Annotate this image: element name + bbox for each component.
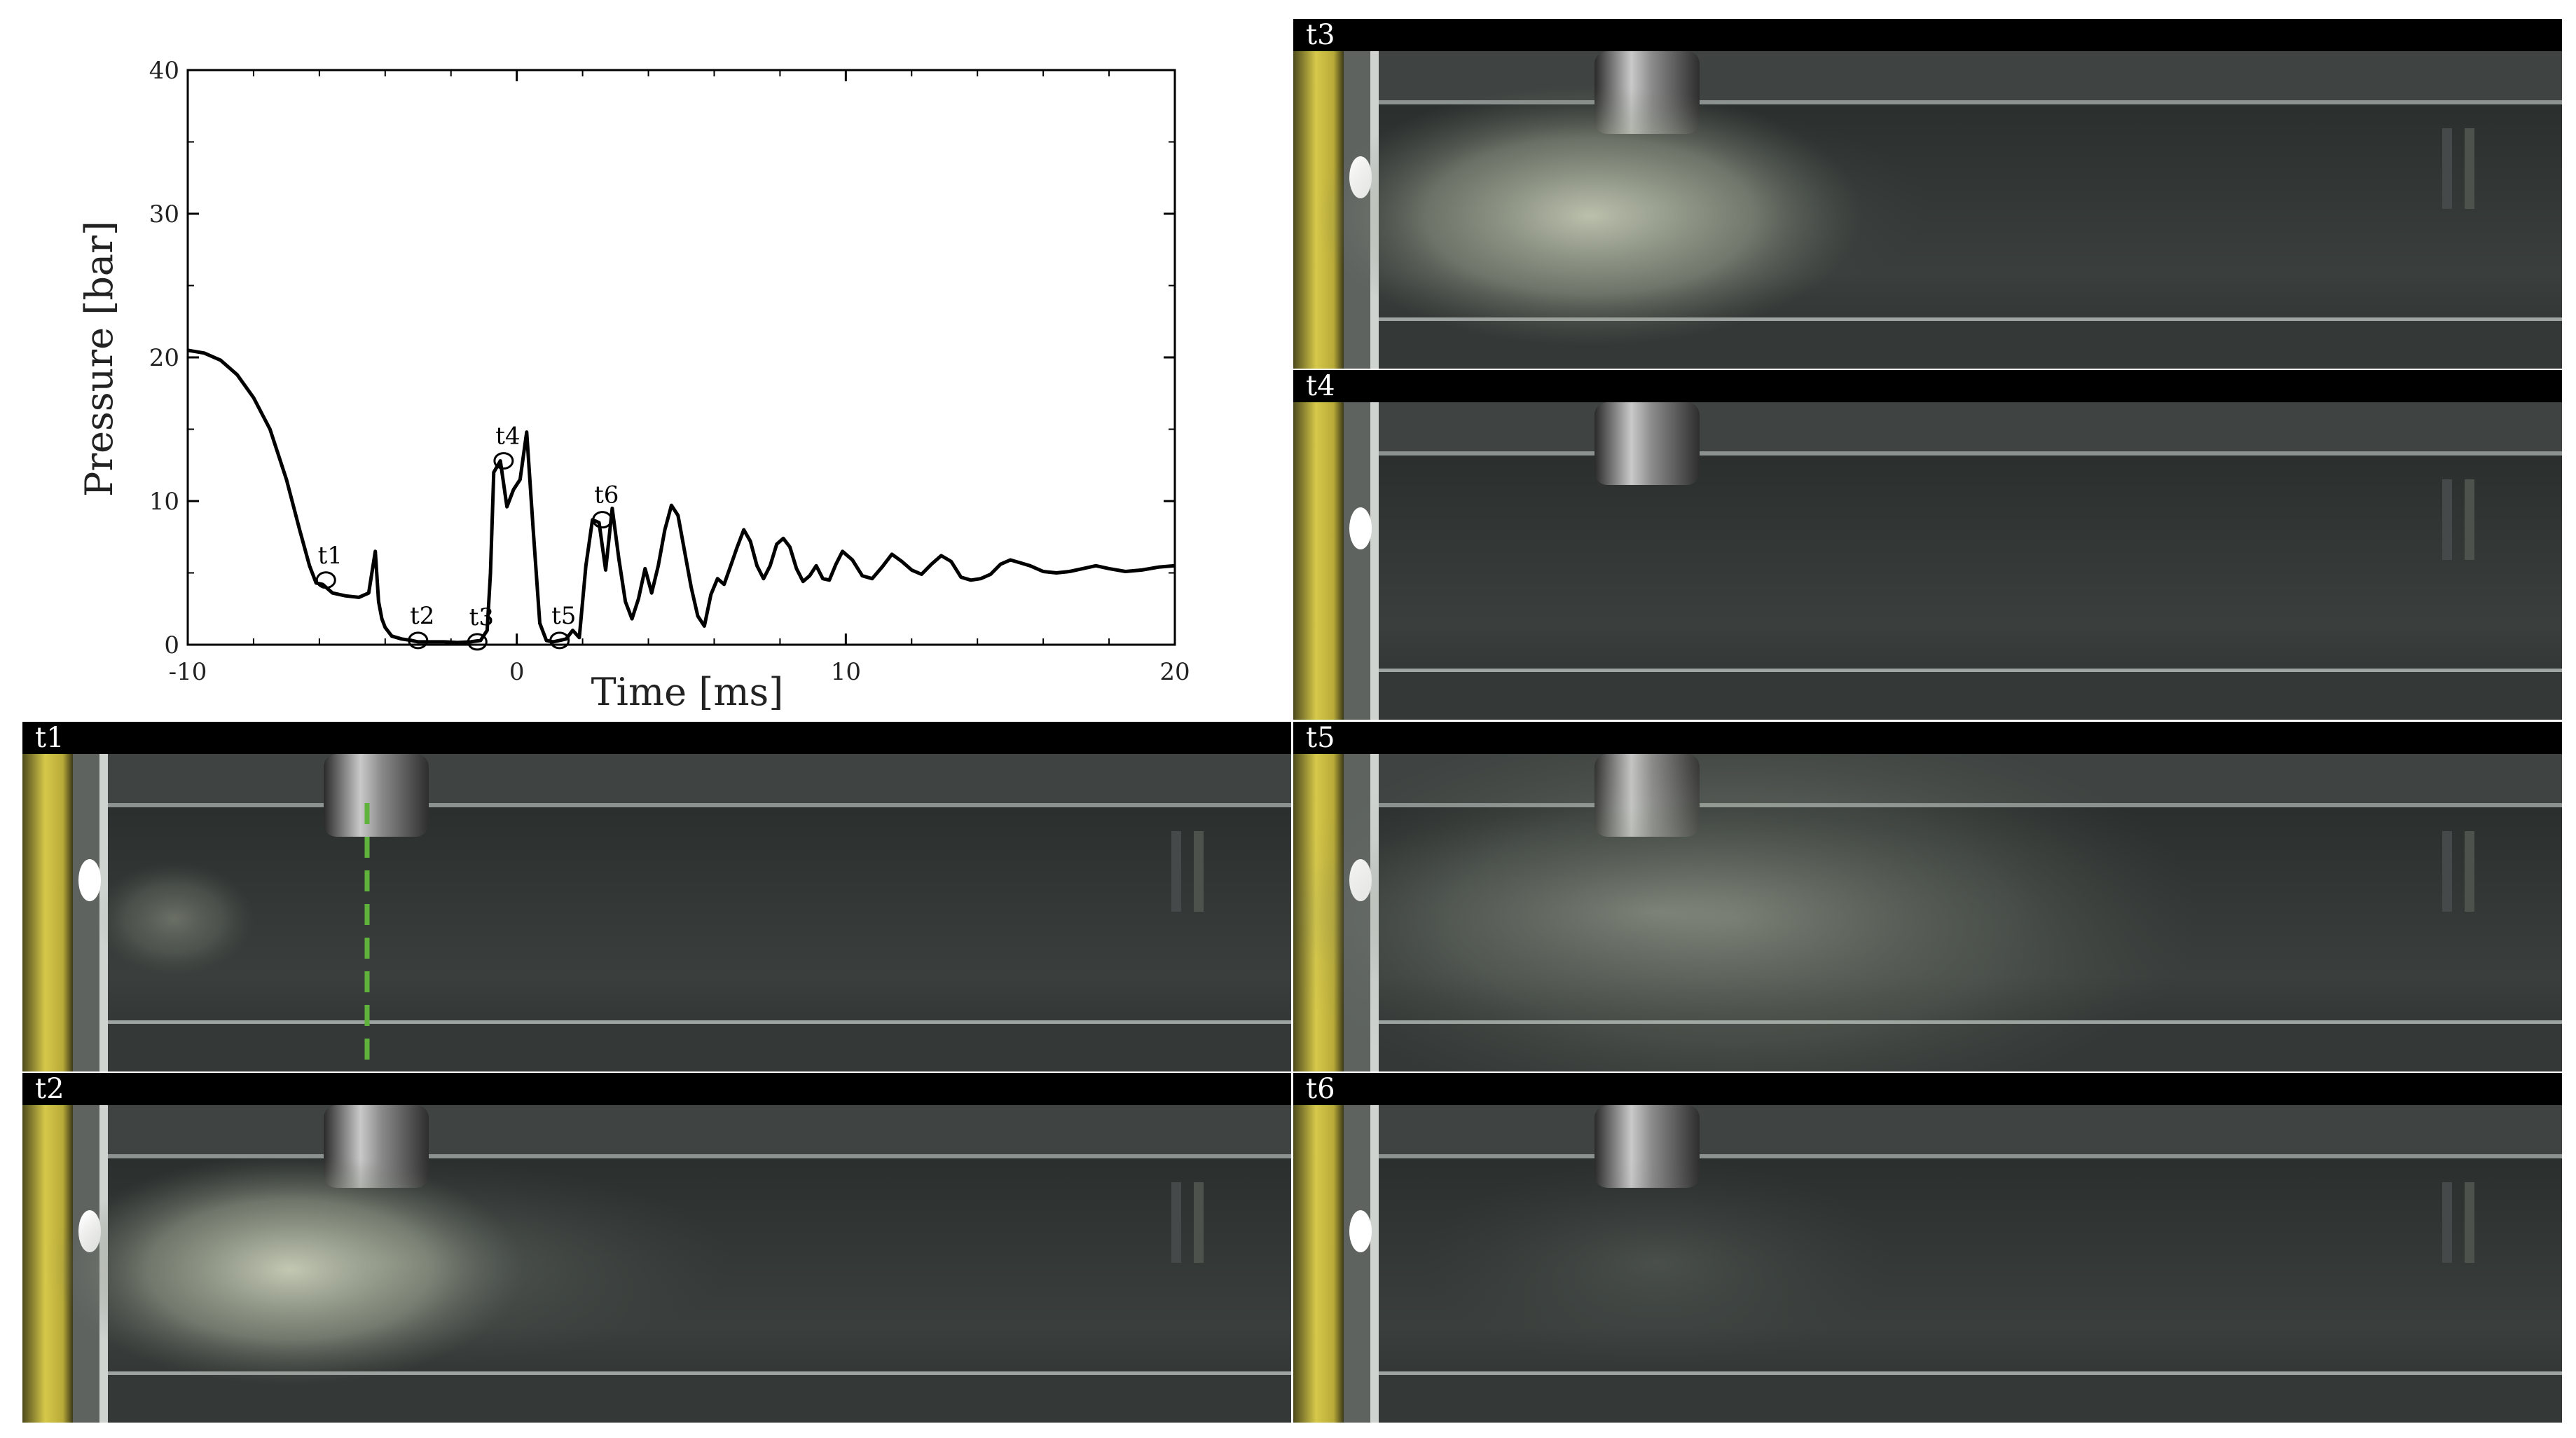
x-axis-label: Time [ms]	[591, 670, 784, 714]
x-tick-label: 0	[509, 658, 525, 686]
frame-label-t1: t1	[35, 722, 64, 754]
frame-header-bar: t5	[1293, 722, 2562, 754]
frame-label-t4: t4	[1306, 370, 1335, 402]
y-tick-label: 0	[164, 631, 179, 659]
y-tick-label: 10	[149, 488, 179, 516]
frame-t5: t5	[1293, 722, 2562, 1071]
y-axis-label: Pressure [bar]	[77, 221, 121, 497]
marker-label-t3: t3	[469, 603, 494, 631]
marker-label-t6: t6	[594, 481, 619, 509]
y-tick-label: 30	[149, 200, 179, 228]
frame-image-t5	[1293, 754, 2562, 1071]
frame-header-bar: t3	[1293, 19, 2562, 51]
marker-label-t1: t1	[318, 542, 343, 570]
y-tick-label: 40	[149, 57, 179, 85]
frame-header-bar: t2	[22, 1073, 1291, 1105]
frame-t4: t4	[1293, 370, 2562, 720]
frame-image-t3	[1293, 51, 2562, 369]
marker-t5	[549, 631, 570, 650]
series-line-pressure	[187, 348, 1176, 645]
frame-label-t3: t3	[1306, 19, 1335, 51]
frame-image-t2	[22, 1105, 1291, 1423]
x-tick-label: 20	[1159, 658, 1190, 686]
frame-label-t2: t2	[35, 1073, 64, 1105]
frame-label-t6: t6	[1306, 1073, 1335, 1105]
frame-t1: t1	[22, 722, 1291, 1071]
frame-header-bar: t6	[1293, 1073, 2562, 1105]
chart-annotations: t1 t2 t3 t4 t5 t6	[315, 423, 619, 651]
marker-label-t5: t5	[551, 602, 576, 630]
marker-t2	[408, 631, 429, 650]
marker-t3	[467, 633, 488, 651]
marker-t1	[315, 571, 336, 589]
frame-header-bar: t1	[22, 722, 1291, 754]
x-tick-label: -10	[169, 658, 207, 686]
x-tick-label: 10	[831, 658, 861, 686]
frame-image-t1	[22, 754, 1291, 1071]
marker-label-t4: t4	[495, 423, 520, 451]
frame-t6: t6	[1293, 1073, 2562, 1423]
marker-label-t2: t2	[410, 602, 434, 630]
frame-header-bar: t4	[1293, 370, 2562, 402]
frame-t2: t2	[22, 1073, 1291, 1423]
frame-label-t5: t5	[1306, 722, 1335, 754]
y-tick-label: 20	[149, 344, 179, 372]
frame-t3: t3	[1293, 19, 2562, 369]
frame-image-t6	[1293, 1105, 2562, 1423]
frame-image-t4	[1293, 402, 2562, 720]
marker-t4	[493, 452, 514, 470]
marker-t6	[592, 511, 613, 529]
